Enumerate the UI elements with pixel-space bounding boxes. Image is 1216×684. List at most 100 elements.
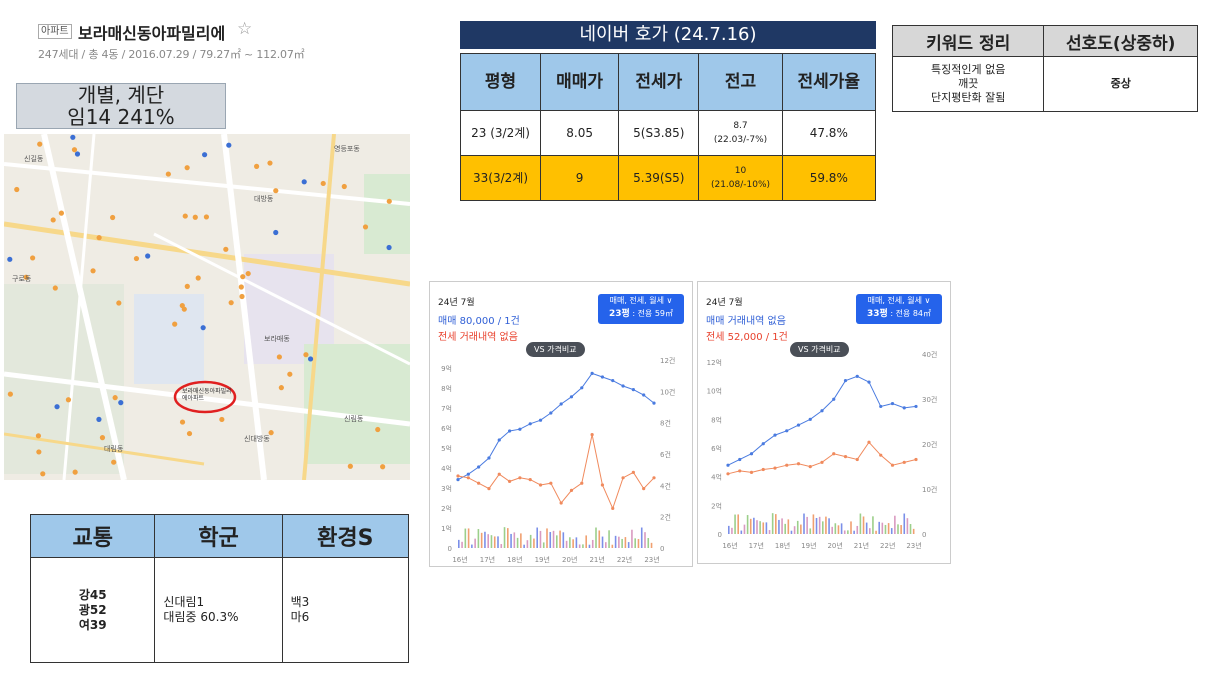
map-poi-icon [228,300,234,306]
volume-bar [484,531,486,548]
jeonse-point [843,455,848,459]
col-keyword: 키워드 정리 [891,25,1045,57]
count-tick-label: 4건 [660,481,671,490]
x-tick-label: 20년 [827,541,842,550]
transport-line: 강45 [78,587,107,602]
volume-bar [647,538,650,548]
volume-bar [624,537,627,548]
map-poi-icon [7,256,13,262]
jeonse-point [580,481,584,485]
map-poi-icon [112,395,118,401]
volume-bar [578,544,581,548]
volume-bar [510,533,512,548]
map-poi-icon [223,246,229,252]
volume-bar [828,518,830,534]
trade-filter-button[interactable]: 매매, 전세, 월세 ∨ 33평 : 전용 84㎡ [856,294,942,324]
map-poi-icon [36,449,42,455]
heating-info-box: 개별, 계단 임14 241% [16,83,226,129]
x-tick-label: 22년 [880,541,895,550]
volume-bar [903,513,906,534]
volume-bar [884,524,887,534]
sale-point [466,472,470,476]
volume-bar [825,516,827,534]
trade-filter-button[interactable]: 매매, 전세, 월세 ∨ 23평 : 전용 59㎡ [598,294,684,324]
volume-bar [562,532,565,548]
map-poi-icon [179,302,185,309]
location-map[interactable]: 보라매신동아파밀리에아파트 신길동 대방동 보라매동 신대방동 신림동 구로동 … [4,134,410,480]
keyword-line: 단지평탄화 잘됨 [931,91,1006,104]
volume-bar [775,514,777,534]
favorite-star-icon[interactable]: ☆ [237,19,253,39]
volume-bar [853,530,855,534]
keyword-table: 키워드 정리 선호도(상중하) 특징적인게 없음 깨끗 단지평탄화 잘됨 중상 [891,25,1198,112]
col-sale: 매매가 [540,53,620,111]
transport-line: 광52 [78,602,107,617]
map-poi-icon [341,183,347,190]
environment-line: 백3 [290,595,310,609]
x-tick-label: 17년 [480,555,495,564]
map-poi-icon [362,224,369,230]
map-poi-icon [226,142,232,148]
y-tick-label: 10억 [707,388,722,396]
volume-bar [897,524,899,534]
jeonse-point [879,453,883,457]
map-poi-icon [40,471,46,477]
volume-bar [759,521,761,534]
y-tick-label: 5억 [441,445,452,453]
volume-bar [640,527,643,548]
map-label-2: 대방동 [254,195,274,203]
map-poi-icon [320,180,326,187]
cell-high: 10 (21.08/-10%) [698,155,783,201]
volume-bar [582,544,584,548]
volume-bar [608,530,610,548]
volume-bar [533,538,535,548]
volume-bar [834,523,837,534]
volume-bar [781,518,783,534]
map-poi-icon [192,214,198,220]
complex-meta: 247세대 / 총 4동 / 2016.07.29 / 79.27㎡ ~ 112… [38,48,305,61]
compare-price-button[interactable]: VS 가격비교 [790,342,849,357]
chart-month: 24년 7월 [438,298,475,308]
volume-bar [900,525,902,534]
count-tick-label: 0 [922,531,926,539]
header-school: 학군 [154,514,283,558]
jeonse-point [820,460,824,464]
sale-point [580,386,584,390]
sale-point [477,465,481,469]
compare-price-button[interactable]: VS 가격비교 [526,342,585,357]
y-tick-label: 2억 [711,502,722,510]
volume-bar [631,529,633,548]
cell-sale: 8.05 [540,110,620,156]
volume-bar [559,530,561,548]
volume-bar [734,514,736,534]
sale-point [890,401,895,406]
sale-point [773,433,777,437]
volume-bar [850,521,852,534]
transport-line: 여39 [78,617,107,632]
map-label-3: 보라매동 [264,335,290,343]
sale-point [914,404,918,409]
volume-bar [894,515,896,534]
jeonse-point [773,466,777,470]
volume-bar [803,513,805,534]
volume-bar [614,535,617,548]
sale-point [867,380,871,384]
sale-point [738,457,742,462]
x-tick-label: 18년 [507,555,522,564]
cell-rate: 47.8% [781,110,877,156]
count-tick-label: 40건 [922,350,937,359]
jeonse-point [914,457,918,462]
chart-month: 24년 7월 [706,298,743,308]
volume-bar [487,534,489,548]
sale-point [749,452,754,456]
volume-bar [490,535,493,548]
jeonse-point [855,457,859,462]
jeonse-point [477,481,481,485]
map-poi-icon [184,283,190,289]
map-poi-icon [303,352,309,358]
page-title: 보라매신동아파밀리에 [78,24,226,43]
x-tick-label: 21년 [589,555,604,564]
jeonse-price-line [457,434,655,510]
jeonse-point [621,476,625,480]
volume-bar [787,519,790,534]
